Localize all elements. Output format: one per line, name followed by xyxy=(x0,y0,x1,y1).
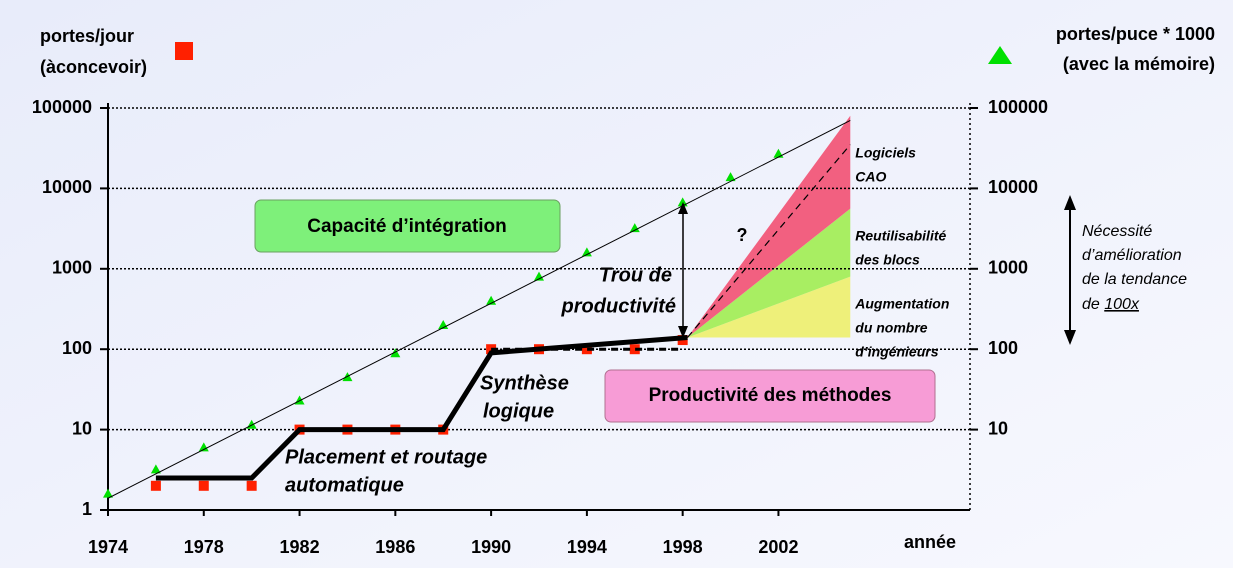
square-marker xyxy=(246,480,257,491)
line xyxy=(686,144,851,338)
legend-label: (àconcevoir) xyxy=(40,57,147,77)
square-marker xyxy=(629,344,640,355)
y-tick-label: 1000 xyxy=(52,258,92,278)
x-tick-label: 1986 xyxy=(375,537,415,557)
y2-tick-label: 10 xyxy=(988,418,1008,438)
x-tick-label: 1982 xyxy=(280,537,320,557)
productivity-label: Productivité des méthodes xyxy=(649,385,892,406)
triangle-marker xyxy=(629,223,640,233)
question-mark: ? xyxy=(737,225,748,245)
arrow-head xyxy=(678,202,688,214)
triangle-marker xyxy=(103,488,113,498)
band-label: d’ingénieurs xyxy=(855,343,938,359)
square-marker xyxy=(198,480,209,491)
capacity-box xyxy=(254,199,561,253)
x-tick-label: 1990 xyxy=(471,537,511,557)
band-label: CAO xyxy=(855,168,886,184)
note: de 100x xyxy=(1082,296,1140,313)
note: d’amélioration xyxy=(1082,247,1182,264)
x-tick-label: 1994 xyxy=(567,537,607,557)
synthesis-label: logique xyxy=(483,400,554,422)
gap-label: Trou de xyxy=(599,264,672,286)
legend-swatch xyxy=(175,42,193,60)
line xyxy=(107,120,851,499)
y2-tick-label: 10000 xyxy=(988,177,1038,197)
productivity-box xyxy=(604,369,936,423)
note: de la tendance xyxy=(1082,271,1187,288)
y-tick-label: 100000 xyxy=(32,97,92,117)
line xyxy=(155,334,688,481)
triangle-marker xyxy=(534,271,544,281)
y-tick-label: 10 xyxy=(72,418,92,438)
arrow-head xyxy=(1064,330,1076,345)
y2-tick-label: 1000 xyxy=(988,258,1028,278)
y-tick-label: 1 xyxy=(82,499,92,519)
band-label: Augmentation xyxy=(854,295,949,311)
arrow-head xyxy=(1064,195,1076,210)
band-label: Logiciels xyxy=(855,144,916,160)
placement-label: Placement et routage xyxy=(285,446,487,468)
legend-label: portes/jour xyxy=(40,26,134,46)
band-label: des blocs xyxy=(855,251,920,267)
note-underlined: 100x xyxy=(1104,296,1140,313)
capacity-label: Capacité d’intégration xyxy=(307,216,507,237)
note-word: de xyxy=(1082,296,1100,313)
triangle-marker xyxy=(725,172,736,182)
triangle-marker xyxy=(581,247,592,257)
x-tick-label: 1974 xyxy=(88,537,128,557)
x-tick-label: 1978 xyxy=(184,537,224,557)
triangle-marker xyxy=(150,464,161,474)
triangle-marker xyxy=(198,442,209,452)
y2-tick-label: 100 xyxy=(988,338,1018,358)
gap-label: productivité xyxy=(561,295,676,317)
square-marker xyxy=(581,344,592,355)
y2-tick-label: 100000 xyxy=(988,97,1048,117)
x-tick-label: 2002 xyxy=(758,537,798,557)
band xyxy=(687,115,851,338)
band-label: du nombre xyxy=(855,319,928,335)
band-label: Reutilisabilité xyxy=(855,227,946,243)
legend-label: portes/puce * 1000 xyxy=(1056,24,1215,44)
square-marker xyxy=(150,480,161,491)
note: Nécessité xyxy=(1082,223,1152,240)
legend-label: (avec la mémoire) xyxy=(1063,54,1215,74)
x-tick-label: 1998 xyxy=(663,537,703,557)
x-axis-label: année xyxy=(904,532,956,552)
y-tick-label: 10000 xyxy=(42,177,92,197)
plot: Augmentation du nombre d’ingénieurs Reutili… xyxy=(32,24,1215,557)
y-tick-label: 100 xyxy=(62,338,92,358)
triangle-marker xyxy=(390,348,401,358)
band xyxy=(687,276,851,338)
legend-swatch xyxy=(988,46,1012,64)
placement-label: automatique xyxy=(285,474,404,496)
synthesis-label: Synthèse xyxy=(480,372,569,394)
arrow-head xyxy=(678,326,688,338)
